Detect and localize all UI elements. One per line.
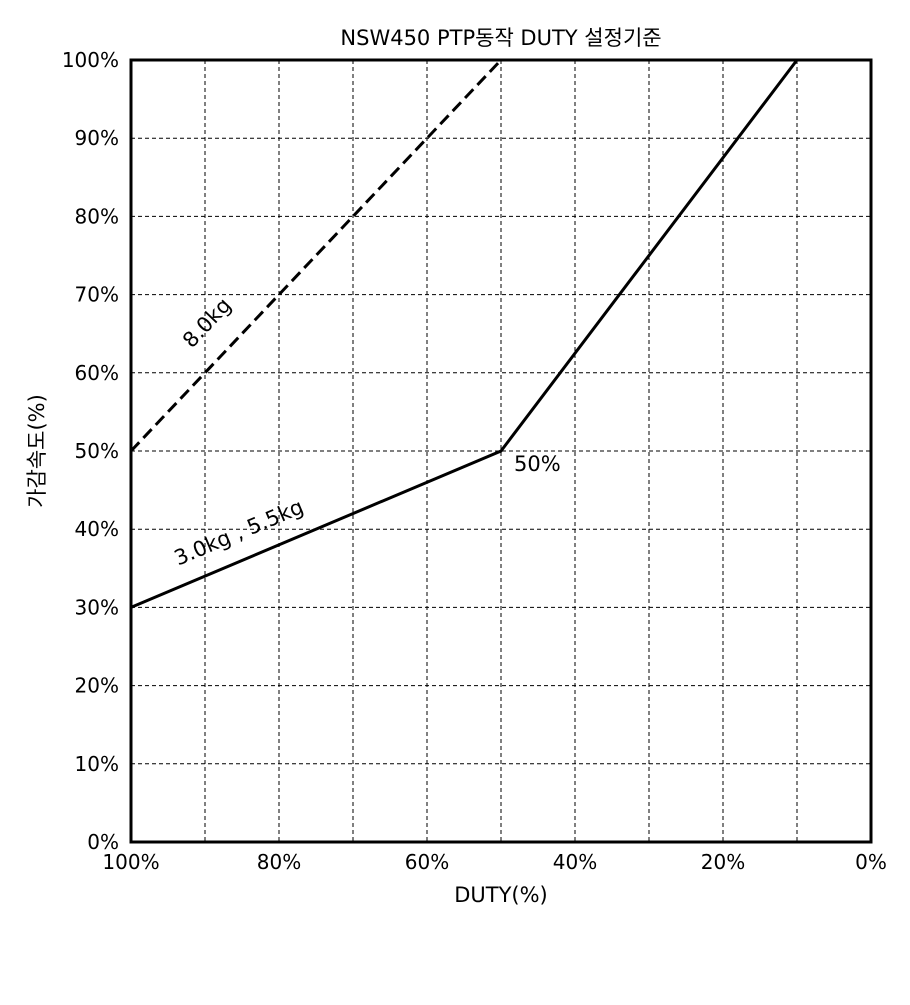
x-tick-label: 60% <box>405 850 449 874</box>
y-tick-label: 90% <box>75 126 119 150</box>
grid <box>131 60 871 842</box>
series-line-1 <box>129 58 797 453</box>
x-tick-label: 100% <box>102 850 159 874</box>
x-tick-label: 80% <box>257 850 301 874</box>
y-tick-label: 80% <box>75 204 119 228</box>
y-tick-label: 60% <box>75 361 119 385</box>
y-tick-label: 20% <box>75 674 119 698</box>
x-tick-label: 20% <box>701 850 745 874</box>
series-group <box>129 58 799 609</box>
y-axis-ticks: 0% 10% 20% 30% 40% 50% 60% 70% 80% 90% 100% <box>62 48 119 854</box>
y-tick-label: 0% <box>87 830 119 854</box>
y-tick-label: 10% <box>75 752 119 776</box>
y-tick-label: 100% <box>62 48 119 72</box>
y-tick-label: 70% <box>75 283 119 307</box>
series-line-0 <box>130 59 799 609</box>
series-label-1: 8.0kg <box>178 293 236 352</box>
x-axis-label: DUTY(%) <box>454 883 548 907</box>
series-label-0: 3.0kg , 5.5kg <box>171 495 307 571</box>
x-tick-label: 40% <box>553 850 597 874</box>
annotation-label: 50% <box>514 452 561 476</box>
y-tick-label: 30% <box>75 595 119 619</box>
chart-title: NSW450 PTP동작 DUTY 설정기준 <box>340 26 661 50</box>
y-tick-label: 50% <box>75 439 119 463</box>
x-tick-label: 0% <box>855 850 887 874</box>
y-tick-label: 40% <box>75 517 119 541</box>
plot-frame <box>129 58 873 844</box>
x-axis-ticks: 100% 80% 60% 40% 20% 0% <box>102 850 886 874</box>
y-axis-label: 가감속도(%) <box>25 394 49 508</box>
